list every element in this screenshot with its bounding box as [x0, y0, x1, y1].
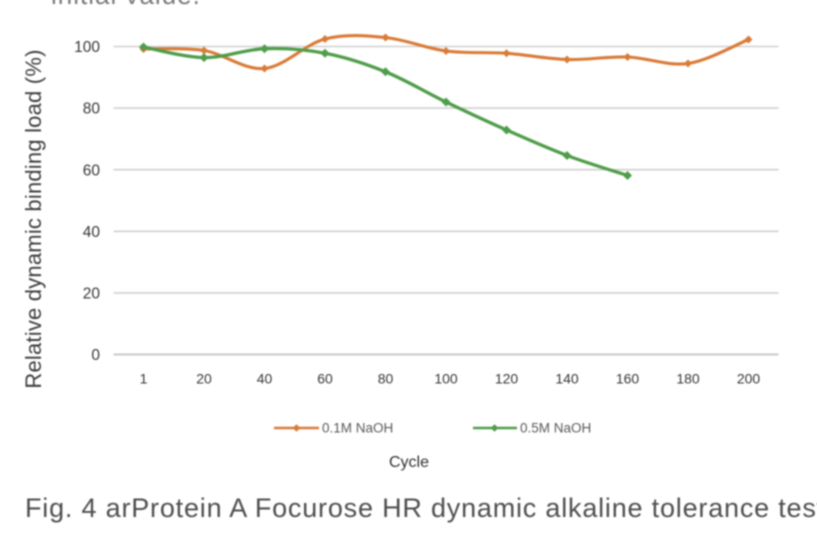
svg-text:100: 100	[74, 39, 100, 56]
svg-text:140: 140	[555, 371, 579, 387]
svg-text:Cycle: Cycle	[389, 454, 429, 471]
svg-text:40: 40	[83, 224, 101, 241]
svg-text:0: 0	[91, 347, 100, 364]
svg-text:200: 200	[737, 371, 761, 387]
svg-text:1: 1	[140, 371, 148, 387]
svg-text:20: 20	[83, 286, 101, 303]
svg-text:100: 100	[434, 371, 458, 387]
svg-text:0.1M NaOH: 0.1M NaOH	[322, 421, 393, 436]
svg-text:120: 120	[495, 371, 519, 387]
svg-text:180: 180	[676, 371, 700, 387]
svg-text:40: 40	[257, 371, 273, 387]
svg-text:80: 80	[83, 101, 101, 118]
svg-text:20: 20	[196, 371, 212, 387]
svg-text:0.5M NaOH: 0.5M NaOH	[520, 421, 591, 436]
svg-text:80: 80	[378, 371, 394, 387]
svg-text:160: 160	[616, 371, 640, 387]
svg-text:Relative dynamic binding load: Relative dynamic binding load (%)	[21, 49, 46, 388]
svg-text:60: 60	[83, 162, 101, 179]
svg-text:60: 60	[317, 371, 333, 387]
